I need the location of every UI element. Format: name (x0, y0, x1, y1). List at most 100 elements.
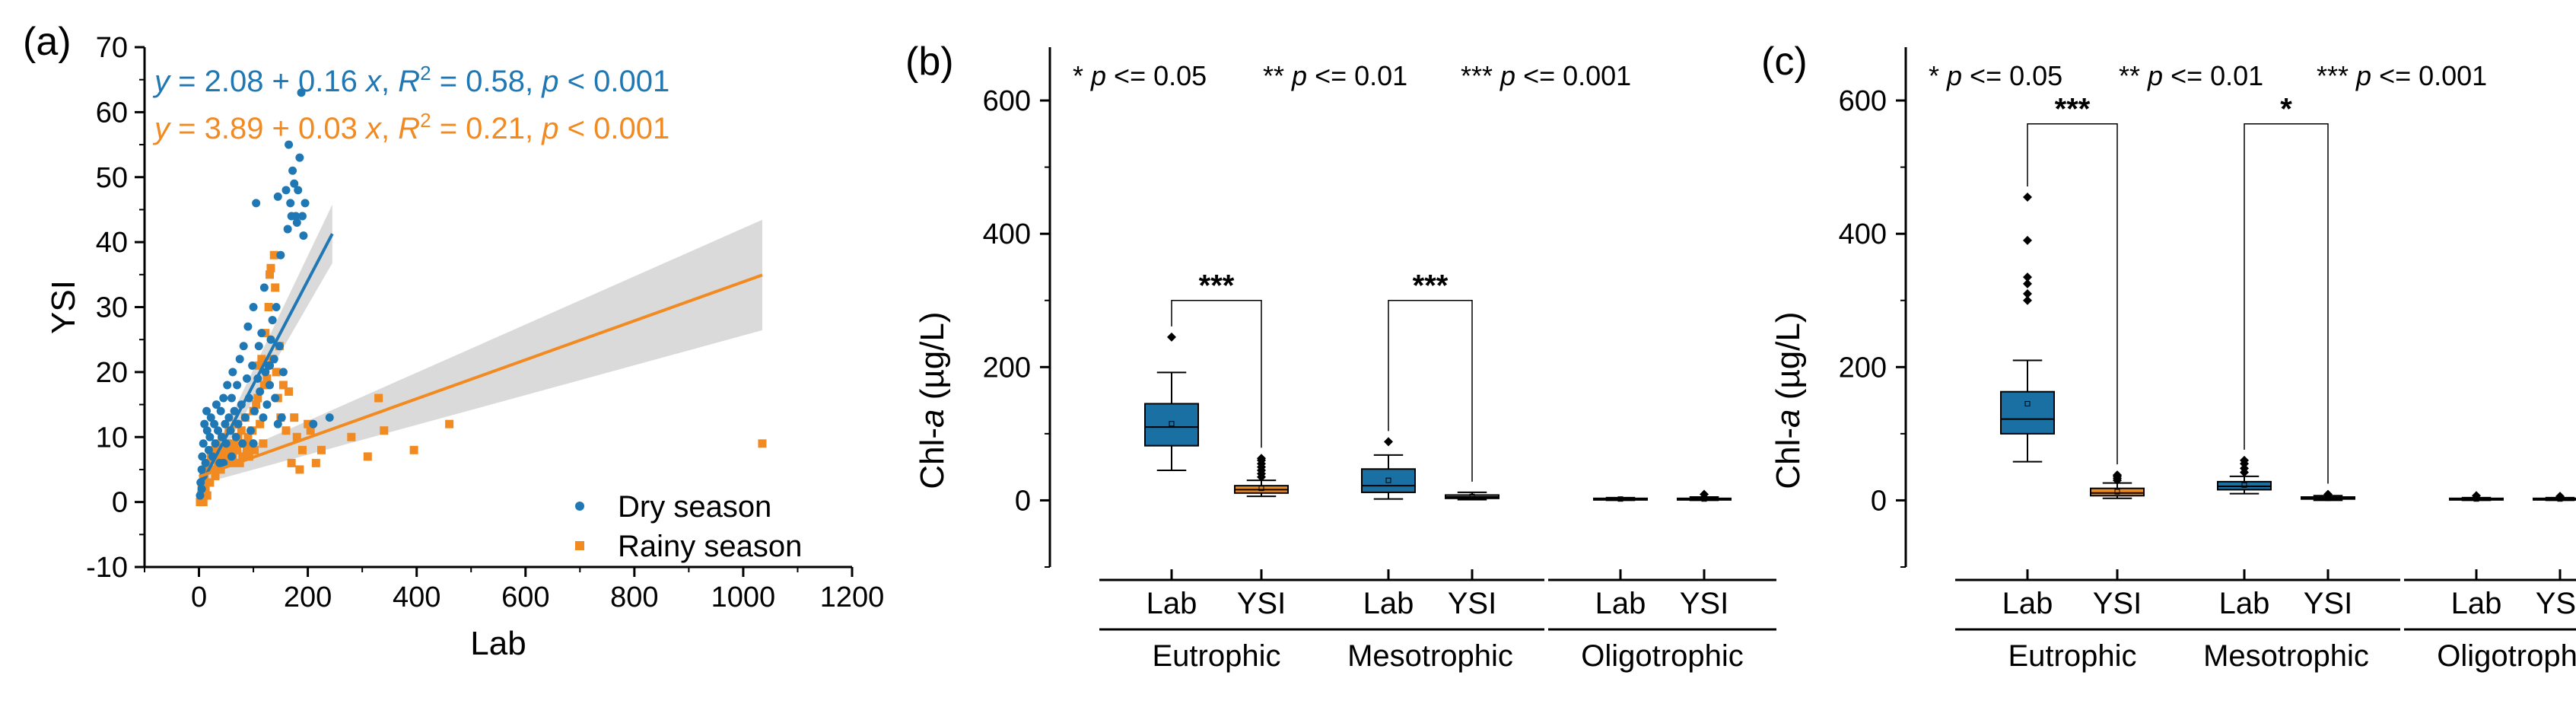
rainy-point (409, 445, 418, 454)
rainy-point (205, 478, 215, 487)
dry-point (285, 140, 294, 149)
y-tick-label: 10 (96, 422, 128, 454)
panel-b-outlier (1700, 489, 1709, 499)
panel-c-category-label: Lab (2002, 587, 2053, 620)
panel-b-outlier (1257, 454, 1266, 463)
dry-point (231, 432, 240, 441)
panel-b-outlier (1167, 332, 1176, 342)
panel-c-box-eutrophic-lab (2000, 390, 2055, 435)
dry-point (223, 381, 232, 390)
dry-point (266, 361, 275, 370)
y-tick-label: 20 (96, 357, 128, 389)
panel-a-scatter: (a) 0 200 400 600 800 1000 1200 -10 0 10 20 30 40 50 60… (23, 20, 884, 662)
rainy-point (304, 419, 313, 428)
rainy-point (202, 465, 211, 474)
rainy-point (311, 458, 320, 467)
rainy-point (347, 432, 356, 441)
panel-b-label: (b) (905, 40, 954, 84)
dry-point (250, 406, 259, 416)
dry-point (224, 413, 234, 422)
dry-point (259, 413, 268, 422)
dry-point (276, 250, 285, 260)
rainy-point (227, 458, 236, 467)
dry-point (294, 186, 303, 195)
panel-c-outlier (2555, 492, 2565, 502)
panel-c-significance-stars: *** (2055, 93, 2091, 126)
panel-b-category-label: Lab (1363, 587, 1414, 620)
panel-c-box-eutrophic-ysi (2090, 487, 2145, 497)
dry-point (201, 458, 210, 467)
panel-c-y-tick-label: 200 (1839, 352, 1887, 384)
dry-fit-line (197, 233, 334, 489)
rainy-point (259, 439, 268, 448)
panel-c-category-label: YSI (2536, 587, 2576, 620)
panel-b-outlier (1384, 437, 1393, 447)
rainy-point (233, 445, 242, 454)
dry-point (259, 283, 269, 292)
dry-point (249, 303, 258, 311)
legend-rainy-label: Rainy season (618, 530, 802, 563)
dry-point (227, 452, 236, 461)
rainy-point (292, 432, 301, 441)
dry-point (242, 374, 251, 383)
y-tick-label: 0 (112, 487, 128, 519)
rainy-point (238, 452, 247, 461)
dry-point (278, 368, 288, 377)
dry-point (216, 406, 225, 416)
rainy-point (290, 413, 299, 422)
dry-point (299, 231, 308, 241)
rainy-point (272, 368, 281, 377)
rainy-point (199, 498, 208, 507)
rainy-point (306, 426, 315, 435)
panel-c-significance-bracket (2244, 123, 2329, 484)
rainy-point (254, 361, 263, 370)
dry-point (234, 419, 243, 428)
rainy-point (317, 445, 326, 454)
panel-b-y-axis-title: Chl-a (µg/L) (914, 311, 951, 489)
panel-b-mean-marker (1385, 477, 1391, 483)
panel-b-category-label: YSI (1680, 587, 1728, 620)
rainy-point (253, 393, 262, 403)
dry-point (235, 355, 244, 364)
panel-c-significance-legend-1: * p <= 0.05 (1929, 60, 2062, 91)
panel-c-outlier (2472, 491, 2481, 501)
panel-c-significance-legend-3: *** p <= 0.001 (2317, 60, 2487, 91)
rainy-confidence-band (199, 219, 762, 485)
panel-c-group-label-eutrophic: Eutrophic (2008, 639, 2137, 673)
dry-point (271, 393, 280, 403)
panel-b-significance-legend-2: ** p <= 0.01 (1263, 60, 1407, 91)
dry-point (292, 218, 301, 228)
rainy-regression-equation: y = 3.89 + 0.03 x, R2 = 0.21, p < 0.001 (152, 109, 669, 145)
dry-point (219, 393, 228, 403)
legend-dry-marker (575, 502, 584, 511)
panel-b-mean-marker (1469, 493, 1475, 499)
rainy-point (281, 426, 291, 435)
rainy-point (264, 303, 273, 311)
panel-b-box-mesotrophic-lab (1361, 468, 1416, 493)
rainy-point (269, 250, 278, 260)
dry-point (256, 387, 265, 396)
dry-point (246, 426, 255, 435)
rainy-point (250, 445, 259, 454)
rainy-fit-line (198, 273, 763, 479)
panel-c-label: (c) (1761, 40, 1808, 84)
rainy-point (257, 355, 266, 364)
panel-b-y-tick-label: 200 (983, 352, 1031, 384)
x-tick-label: 0 (191, 581, 207, 613)
rainy-point (221, 452, 231, 461)
dry-point (261, 368, 270, 377)
rainy-point (758, 439, 767, 448)
panel-b-mean-marker (1169, 421, 1175, 427)
x-axis-title: Lab (470, 625, 526, 662)
rainy-point (278, 381, 288, 390)
dry-point (269, 355, 278, 364)
dry-point (290, 179, 299, 188)
dry-point (233, 381, 242, 390)
dry-point (309, 419, 318, 428)
panel-c-mean-marker (2024, 400, 2031, 406)
dry-point (200, 419, 209, 428)
dry-point (288, 166, 297, 175)
rainy-point (202, 491, 211, 500)
panel-b-significance-stars: *** (1199, 269, 1235, 303)
rainy-point (226, 445, 235, 454)
